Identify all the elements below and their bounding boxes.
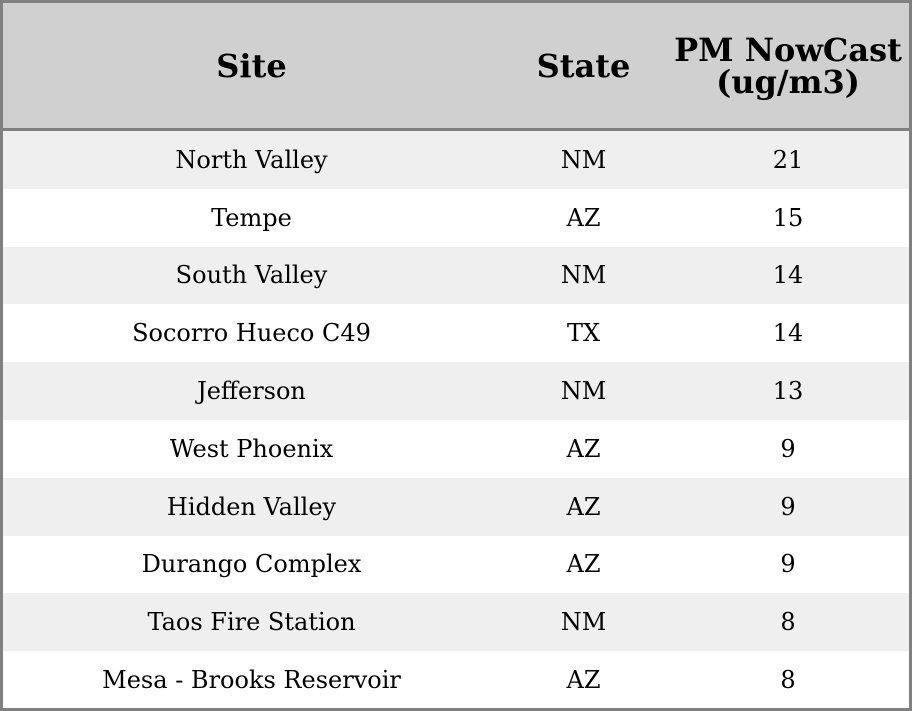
header-site: Site [3,3,500,131]
cell-pm: 8 [667,593,909,652]
cell-site: North Valley [3,129,500,189]
cell-state: AZ [500,477,667,536]
table-row: Hidden Valley AZ 9 [3,477,909,536]
table-row: Socorro Hueco C49 TX 14 [3,304,909,362]
cell-site: West Phoenix [169,434,334,463]
header-pm-nowcast: PM NowCast (ug/m3) [667,3,909,131]
cell-state: AZ [566,203,601,232]
cell-site: Taos Fire Station [3,593,500,652]
cell-pm: 21 [667,129,909,189]
cell-state: NM [500,129,667,189]
cell-pm: 14 [667,246,909,305]
header-row: Site State PM NowCast (ug/m3) [3,3,909,131]
cell-site: Tempe [211,203,292,232]
cell-state: NM [500,593,667,652]
cell-state: AZ [566,434,601,463]
cell-state: NM [500,362,667,420]
cell-site: Mesa - Brooks Reservoir [102,666,401,695]
cell-pm: 15 [772,203,804,232]
cell-site: Hidden Valley [3,477,500,536]
cell-state: NM [500,246,667,305]
cell-pm: 13 [667,362,909,420]
cell-pm: 8 [780,666,796,695]
cell-state: AZ [566,666,601,695]
pm-nowcast-table: Site State PM NowCast (ug/m3) North Vall… [3,3,909,709]
cell-pm: 9 [780,550,796,579]
cell-pm: 14 [772,319,804,348]
cell-pm: 9 [780,434,796,463]
table-row: West Phoenix AZ 9 [3,420,909,478]
table-row: Tempe AZ 15 [3,189,909,247]
cell-pm: 9 [667,477,909,536]
table-row: Durango Complex AZ 9 [3,536,909,594]
cell-site: Jefferson [3,362,500,420]
cell-state: AZ [566,550,601,579]
cell-site: Durango Complex [141,550,362,579]
cell-site: Socorro Hueco C49 [132,319,371,348]
cell-state: TX [566,319,601,348]
table-row: South Valley NM 14 [3,246,909,305]
table-row: Taos Fire Station NM 8 [3,593,909,652]
table-row: Mesa - Brooks Reservoir AZ 8 [3,651,909,709]
header-state: State [500,3,667,131]
table-row: North Valley NM 21 [3,129,909,189]
cell-site: South Valley [3,246,500,305]
table-row: Jefferson NM 13 [3,362,909,420]
